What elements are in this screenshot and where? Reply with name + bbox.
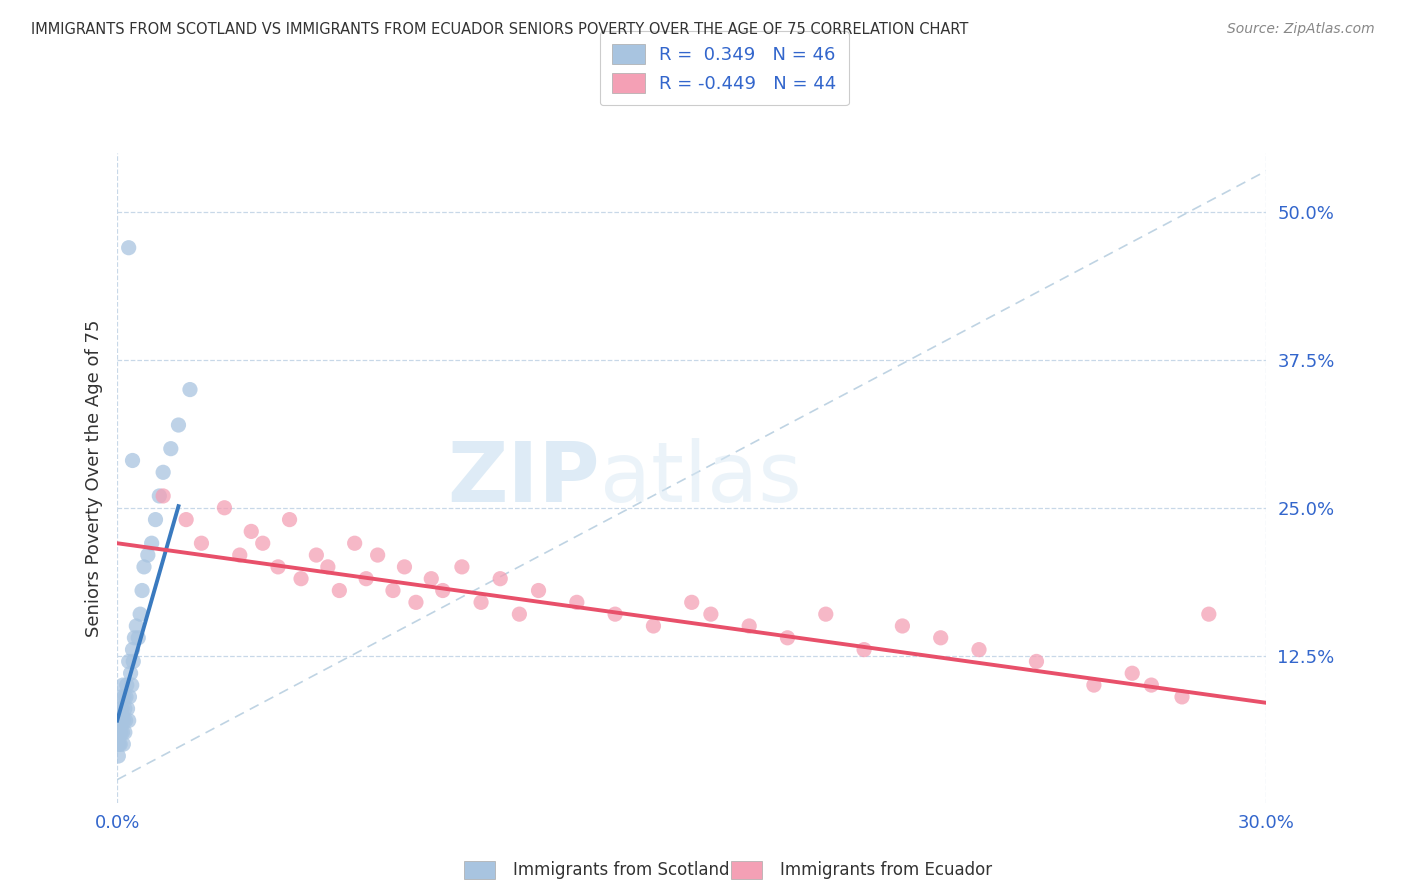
Point [145, 513, 167, 527]
Point [776, 631, 799, 645]
Point [122, 655, 145, 669]
Point [118, 714, 141, 728]
Point [110, 702, 132, 716]
Point [118, 690, 141, 704]
Point [111, 714, 134, 728]
Point [118, 241, 141, 255]
Point [125, 619, 148, 633]
Point [1198, 607, 1220, 622]
Point [508, 607, 530, 622]
Point [111, 702, 134, 716]
Point [891, 619, 914, 633]
Point [1083, 678, 1105, 692]
Point [115, 690, 138, 704]
Point [159, 442, 181, 456]
Point [328, 583, 350, 598]
Point [432, 583, 454, 598]
Point [489, 572, 512, 586]
Point [121, 642, 143, 657]
Point [107, 749, 129, 764]
Legend: R =  0.349   N = 46, R = -0.449   N = 44: R = 0.349 N = 46, R = -0.449 N = 44 [599, 31, 849, 105]
Point [738, 619, 761, 633]
Point [853, 642, 876, 657]
Point [115, 678, 138, 692]
Point [174, 513, 197, 527]
Point [1025, 655, 1047, 669]
Point [190, 536, 212, 550]
Point [605, 607, 627, 622]
Point [148, 489, 170, 503]
Point [120, 666, 142, 681]
Point [112, 737, 135, 751]
Point [112, 714, 135, 728]
Point [700, 607, 723, 622]
Point [1140, 678, 1163, 692]
Point [110, 690, 132, 704]
Point [111, 678, 134, 692]
Point [114, 725, 136, 739]
Point [114, 702, 136, 716]
Point [405, 595, 427, 609]
Text: IMMIGRANTS FROM SCOTLAND VS IMMIGRANTS FROM ECUADOR SENIORS POVERTY OVER THE AGE: IMMIGRANTS FROM SCOTLAND VS IMMIGRANTS F… [31, 22, 969, 37]
Point [643, 619, 665, 633]
Point [420, 572, 443, 586]
Point [1121, 666, 1143, 681]
Point [367, 548, 389, 562]
Point [152, 489, 174, 503]
Point [167, 417, 190, 432]
Point [121, 453, 143, 467]
Point [117, 702, 139, 716]
Point [111, 725, 134, 739]
Point [108, 737, 131, 751]
Point [394, 560, 416, 574]
Point [305, 548, 328, 562]
Point [967, 642, 990, 657]
Point [470, 595, 492, 609]
Point [316, 560, 339, 574]
Text: ZIP: ZIP [447, 438, 600, 519]
Text: atlas: atlas [600, 438, 801, 519]
Point [451, 560, 474, 574]
Point [252, 536, 274, 550]
Point [108, 714, 131, 728]
Point [240, 524, 263, 539]
Point [179, 383, 201, 397]
Point [108, 725, 131, 739]
Point [124, 631, 146, 645]
Point [136, 548, 159, 562]
Point [229, 548, 252, 562]
Point [141, 536, 163, 550]
Point [110, 725, 132, 739]
Point [267, 560, 290, 574]
Point [118, 655, 141, 669]
Point [381, 583, 404, 598]
Point [565, 595, 588, 609]
Point [527, 583, 550, 598]
Point [814, 607, 837, 622]
Point [681, 595, 703, 609]
Point [131, 583, 153, 598]
Point [132, 560, 155, 574]
Point [1171, 690, 1194, 704]
Point [127, 631, 149, 645]
Point [107, 737, 129, 751]
Point [929, 631, 952, 645]
Point [129, 607, 152, 622]
Point [152, 465, 174, 479]
Point [278, 513, 301, 527]
Point [114, 714, 136, 728]
Text: Immigrants from Ecuador: Immigrants from Ecuador [780, 861, 993, 879]
Point [354, 572, 377, 586]
Point [343, 536, 366, 550]
Point [214, 500, 236, 515]
Point [110, 737, 132, 751]
Point [107, 725, 129, 739]
Y-axis label: Seniors Poverty Over the Age of 75: Seniors Poverty Over the Age of 75 [86, 319, 103, 637]
Text: Immigrants from Scotland: Immigrants from Scotland [513, 861, 730, 879]
Point [121, 678, 143, 692]
Text: Source: ZipAtlas.com: Source: ZipAtlas.com [1227, 22, 1375, 37]
Point [290, 572, 312, 586]
Point [112, 690, 135, 704]
